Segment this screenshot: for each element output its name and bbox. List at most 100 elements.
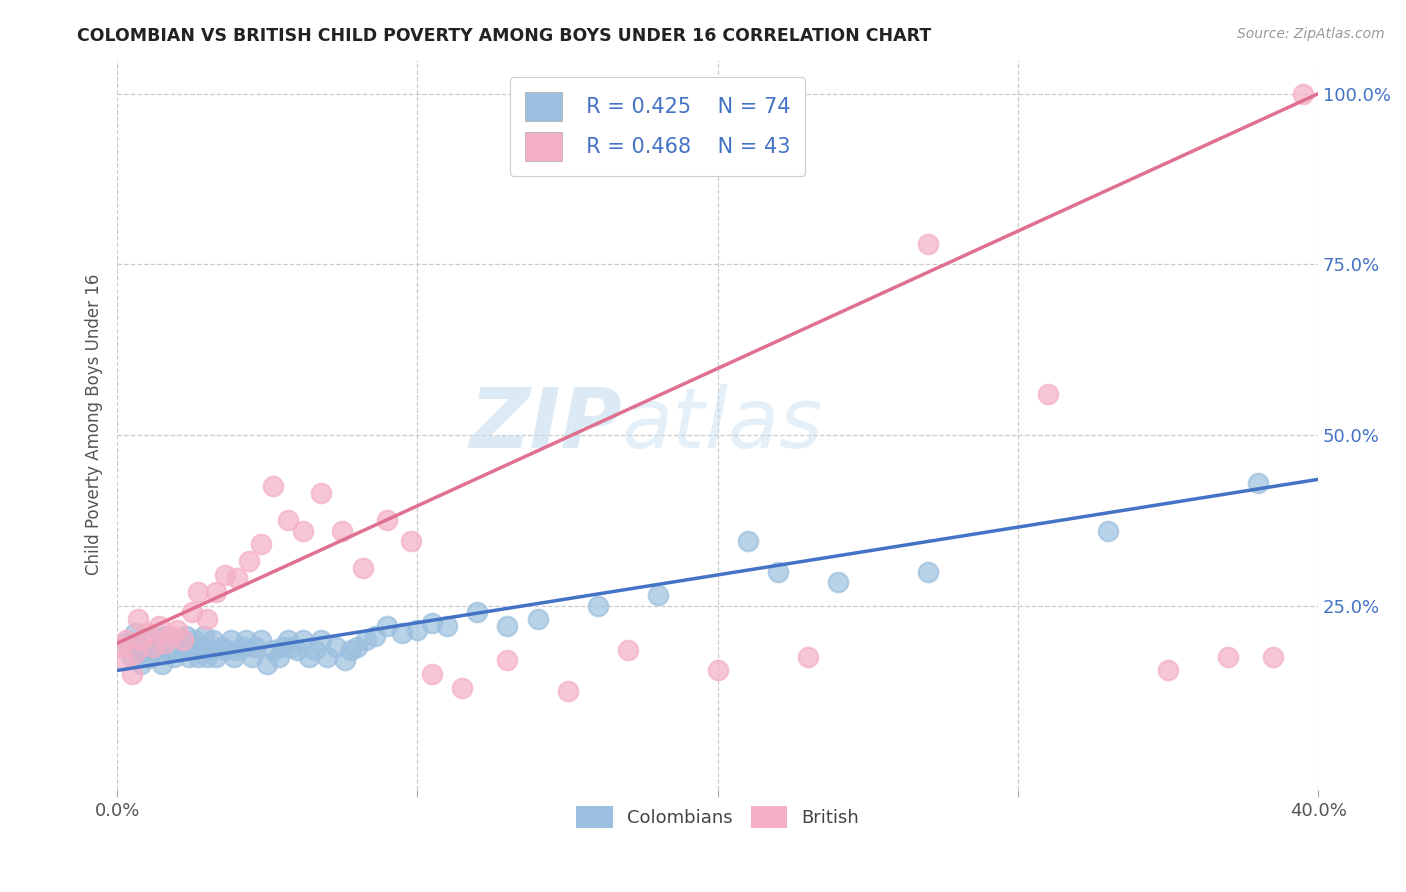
Point: [166, 643, 188, 657]
Point: [150, 657, 173, 671]
Point: [467, 606, 489, 620]
Point: [298, 649, 321, 664]
Point: [112, 653, 135, 667]
Point: [352, 561, 374, 575]
Point: [292, 632, 315, 647]
Point: [277, 513, 299, 527]
Point: [172, 640, 194, 654]
Point: [1157, 664, 1180, 678]
Point: [136, 632, 159, 647]
Point: [706, 664, 728, 678]
Point: [157, 643, 180, 657]
Point: [451, 681, 474, 695]
Point: [406, 623, 429, 637]
Point: [148, 619, 170, 633]
Point: [181, 643, 204, 657]
Point: [422, 666, 444, 681]
Point: [250, 537, 273, 551]
Point: [179, 649, 201, 664]
Point: [232, 640, 254, 654]
Point: [155, 636, 177, 650]
Point: [304, 643, 326, 657]
Point: [311, 632, 333, 647]
Point: [557, 684, 579, 698]
Point: [187, 649, 209, 664]
Point: [325, 640, 347, 654]
Point: [391, 626, 413, 640]
Point: [136, 626, 159, 640]
Point: [917, 236, 939, 251]
Point: [145, 643, 167, 657]
Point: [187, 585, 209, 599]
Text: ZIP: ZIP: [470, 384, 621, 466]
Point: [917, 565, 939, 579]
Point: [202, 632, 225, 647]
Point: [256, 657, 278, 671]
Point: [496, 653, 519, 667]
Text: COLOMBIAN VS BRITISH CHILD POVERTY AMONG BOYS UNDER 16 CORRELATION CHART: COLOMBIAN VS BRITISH CHILD POVERTY AMONG…: [77, 27, 932, 45]
Point: [335, 653, 357, 667]
Point: [211, 640, 233, 654]
Point: [174, 629, 197, 643]
Point: [766, 565, 789, 579]
Point: [205, 585, 228, 599]
Point: [219, 632, 242, 647]
Point: [129, 632, 152, 647]
Point: [226, 571, 249, 585]
Text: Source: ZipAtlas.com: Source: ZipAtlas.com: [1237, 27, 1385, 41]
Point: [332, 524, 354, 538]
Y-axis label: Child Poverty Among Boys Under 16: Child Poverty Among Boys Under 16: [86, 274, 103, 575]
Point: [1292, 87, 1315, 101]
Point: [163, 649, 186, 664]
Point: [195, 649, 218, 664]
Point: [277, 632, 299, 647]
Point: [262, 643, 284, 657]
Point: [226, 643, 249, 657]
Point: [134, 643, 156, 657]
Point: [160, 632, 183, 647]
Point: [827, 574, 849, 589]
Point: [796, 649, 818, 664]
Point: [224, 649, 246, 664]
Point: [377, 619, 399, 633]
Point: [311, 486, 333, 500]
Point: [235, 632, 257, 647]
Point: [316, 649, 339, 664]
Point: [190, 640, 212, 654]
Point: [586, 599, 609, 613]
Point: [169, 632, 191, 647]
Point: [262, 479, 284, 493]
Legend: Colombians, British: Colombians, British: [569, 799, 866, 836]
Point: [1261, 649, 1284, 664]
Point: [280, 640, 302, 654]
Point: [245, 640, 267, 654]
Point: [155, 629, 177, 643]
Point: [142, 640, 165, 654]
Point: [121, 649, 143, 664]
Point: [401, 533, 423, 548]
Point: [129, 657, 152, 671]
Point: [142, 629, 165, 643]
Point: [184, 632, 207, 647]
Point: [346, 640, 368, 654]
Point: [340, 643, 363, 657]
Point: [377, 513, 399, 527]
Point: [124, 626, 146, 640]
Point: [647, 588, 669, 602]
Point: [121, 666, 143, 681]
Point: [160, 629, 183, 643]
Point: [240, 649, 263, 664]
Point: [292, 524, 315, 538]
Point: [1036, 387, 1059, 401]
Point: [238, 554, 260, 568]
Point: [148, 636, 170, 650]
Point: [1247, 475, 1270, 490]
Point: [200, 643, 222, 657]
Point: [181, 606, 204, 620]
Point: [250, 632, 273, 647]
Point: [269, 649, 291, 664]
Point: [526, 612, 548, 626]
Point: [356, 632, 378, 647]
Point: [195, 612, 218, 626]
Point: [115, 632, 138, 647]
